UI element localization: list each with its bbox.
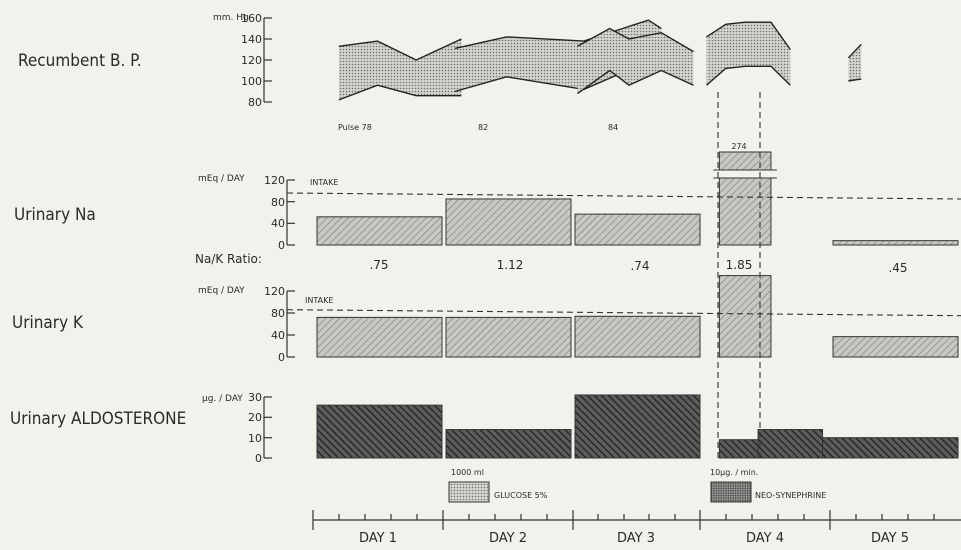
systolic-line-5 [847, 43, 862, 59]
na-k-ratio-value: 1.85 [726, 258, 753, 272]
glucose-infusion-box [448, 481, 490, 503]
k-y-axis [286, 290, 295, 358]
aldo-bar-1 [316, 404, 443, 459]
aldo-tick-label: 20 [248, 411, 262, 424]
day-label: DAY 4 [746, 531, 784, 546]
day-axis [312, 510, 961, 530]
k-tick-label: 40 [271, 329, 285, 342]
k-bar-4 [718, 275, 772, 358]
na-bar-3 [574, 213, 701, 246]
pulse-label-day1: Pulse 78 [338, 123, 372, 132]
k-intake-line [286, 309, 961, 317]
systolic-line-4 [706, 21, 791, 50]
day-label: DAY 3 [617, 531, 655, 546]
systolic-line-3 [577, 27, 694, 53]
na-bar-5 [832, 240, 959, 246]
bp-unit: mm. Hg [213, 13, 249, 23]
na-tick-label: 0 [278, 239, 285, 252]
bp-band-5 [848, 44, 862, 81]
aldo-bar-3 [574, 394, 701, 459]
aldo-tick-label: 30 [248, 391, 262, 404]
bp-tick-label: 100 [241, 75, 262, 88]
na-y-axis [286, 179, 295, 246]
bp-band-1 [338, 39, 462, 100]
neo-synephrine-infusion-box [710, 481, 752, 503]
glucose-label: GLUCOSE 5% [494, 491, 548, 500]
bp-band-4 [706, 22, 791, 86]
na-bar-2 [445, 198, 572, 246]
diastolic-line-5 [848, 78, 862, 82]
bp-tick-label: 140 [241, 33, 262, 46]
aldo-tick-label: 10 [248, 432, 262, 445]
neo-synephrine-rate: 10μg. / min. [710, 468, 758, 477]
day-label: DAY 5 [871, 531, 909, 546]
aldo-bar-6 [822, 437, 959, 459]
k-unit: mEq / DAY [198, 286, 245, 296]
bp-series [338, 19, 862, 101]
pulse-label-day2: 82 [478, 123, 488, 132]
k-tick-label: 80 [271, 307, 285, 320]
systolic-line-1 [338, 38, 462, 61]
k-bar-5 [832, 336, 959, 358]
row-label-k: Urinary K [12, 313, 84, 333]
na-tick-label: 120 [264, 174, 285, 187]
day-label: DAY 1 [359, 531, 397, 546]
neo-synephrine-label: NEO-SYNEPHRINE [755, 491, 826, 500]
row-label-na: Urinary Na [14, 205, 96, 225]
aldo-bar-5 [757, 429, 824, 459]
k-intake-label: INTAKE [305, 296, 333, 305]
na-intake-label: INTAKE [310, 178, 338, 187]
k-bar-2 [445, 316, 572, 358]
bp-tick-label: 80 [248, 96, 262, 109]
na-bar-1 [316, 216, 443, 246]
na-k-ratio-label: Na/K Ratio: [195, 252, 262, 266]
k-tick-label: 120 [264, 285, 285, 298]
day-label: DAY 2 [489, 531, 527, 546]
bars [286, 92, 961, 459]
diastolic-line-1 [338, 84, 462, 101]
aldo-bar-4 [718, 439, 759, 459]
row-label-bp: Recumbent B. P. [18, 51, 142, 71]
bp-band-3 [577, 28, 694, 94]
na-bar-break [717, 170, 773, 178]
pulse-label-day3: 84 [608, 123, 618, 132]
aldo-y-axis [263, 396, 272, 459]
aldo-bar-2 [445, 429, 572, 459]
bp-y-axis [263, 17, 272, 103]
na-tick-label: 80 [271, 196, 285, 209]
row-label-aldo: Urinary ALDOSTERONE [10, 409, 186, 429]
na-bar-4 [718, 151, 772, 246]
aldo-tick-label: 0 [255, 452, 262, 465]
na-k-ratio-value: .74 [630, 259, 649, 273]
na-off-scale-value: 274 [731, 142, 746, 151]
na-k-ratio-value: .75 [369, 258, 388, 272]
na-k-ratio-value: 1.12 [497, 258, 524, 272]
k-tick-label: 0 [278, 351, 285, 364]
diastolic-line-3 [577, 69, 694, 95]
aldo-unit: μg. / DAY [202, 394, 243, 404]
k-bar-3 [574, 315, 701, 358]
na-intake-line [286, 192, 961, 200]
k-bar-1 [316, 316, 443, 358]
na-k-ratio-value: .45 [888, 261, 907, 275]
diastolic-line-4 [706, 65, 791, 86]
glucose-amount: 1000 ml [451, 468, 484, 477]
bp-tick-label: 160 [241, 12, 262, 25]
na-tick-label: 40 [271, 217, 285, 230]
bp-tick-label: 120 [241, 54, 262, 67]
na-unit: mEq / DAY [198, 174, 245, 184]
